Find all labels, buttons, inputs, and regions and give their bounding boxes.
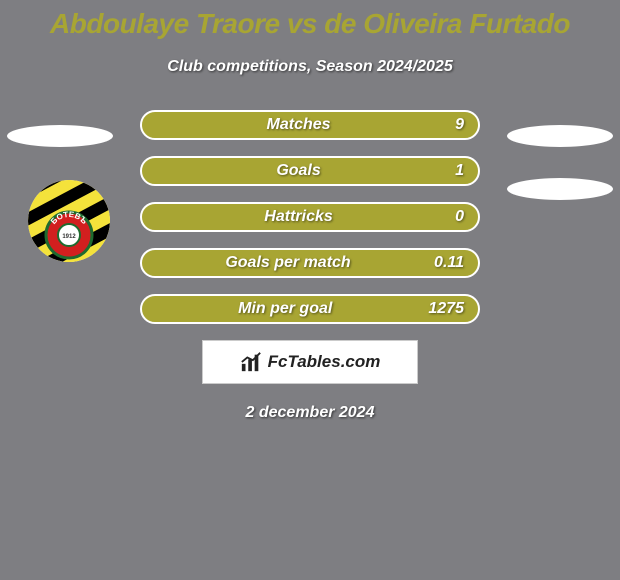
club-badge-svg: БОТЕВЪ 1912	[28, 180, 110, 262]
stat-value: 1	[455, 162, 464, 180]
stat-label: Matches	[142, 116, 455, 134]
brand-logo-text: FcTables.com	[268, 352, 381, 372]
stats-bars: Matches 9 Goals 1 Hattricks 0 Goals per …	[140, 110, 480, 324]
stat-label: Goals per match	[142, 254, 434, 272]
right-player-ellipse-1	[507, 125, 613, 147]
left-player-ellipse	[7, 125, 113, 147]
stat-value: 1275	[428, 300, 464, 318]
right-player-ellipse-2	[507, 178, 613, 200]
stat-value: 0	[455, 208, 464, 226]
stat-label: Goals	[142, 162, 455, 180]
stat-value: 9	[455, 116, 464, 134]
stat-bar-goals-per-match: Goals per match 0.11	[140, 248, 480, 278]
chart-icon	[240, 351, 262, 373]
stat-bar-goals: Goals 1	[140, 156, 480, 186]
stat-label: Min per goal	[142, 300, 428, 318]
stat-bar-matches: Matches 9	[140, 110, 480, 140]
stat-label: Hattricks	[142, 208, 455, 226]
page-title: Abdoulaye Traore vs de Oliveira Furtado	[0, 0, 620, 40]
stat-bar-min-per-goal: Min per goal 1275	[140, 294, 480, 324]
brand-logo-box: FcTables.com	[202, 340, 418, 384]
date-text: 2 december 2024	[0, 404, 620, 422]
stat-bar-hattricks: Hattricks 0	[140, 202, 480, 232]
subtitle: Club competitions, Season 2024/2025	[0, 58, 620, 76]
stat-value: 0.11	[434, 254, 464, 272]
svg-text:1912: 1912	[62, 234, 76, 240]
club-badge: БОТЕВЪ 1912	[28, 180, 110, 262]
